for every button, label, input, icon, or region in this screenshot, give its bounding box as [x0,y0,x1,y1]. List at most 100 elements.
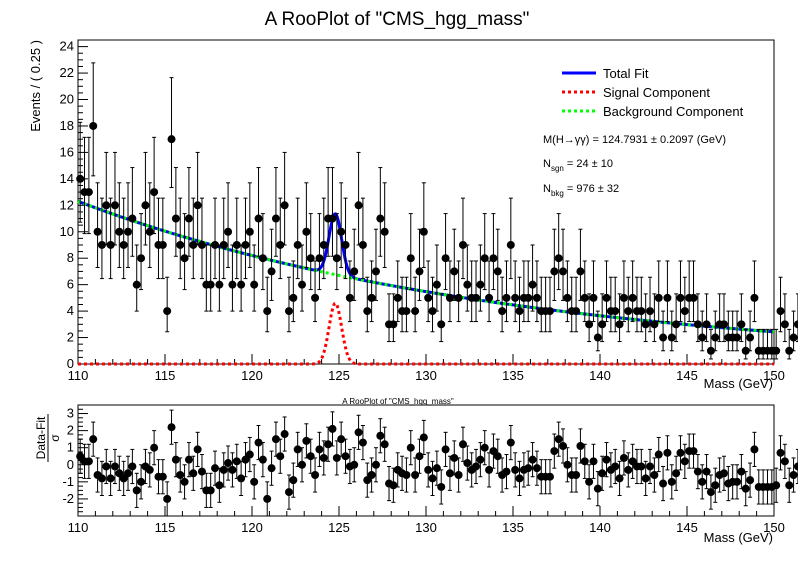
pull-point [532,464,541,473]
pull-point [371,460,380,469]
pull-point [311,471,320,480]
data-point [311,293,320,302]
x-tick-label: 150 [763,368,785,383]
pull-point [128,462,137,471]
data-point [624,307,633,316]
data-point [145,227,154,236]
pull-point [611,462,620,471]
pull-point [780,457,789,466]
data-point [432,280,441,289]
data-point [672,320,681,329]
pull-point [580,457,589,466]
pull-point [676,448,685,457]
y-tick-label: 22 [60,65,74,80]
data-point [124,227,133,236]
legend-label-background: Background Component [603,104,744,119]
main-y-axis-label: Events / ( 0.25 ) [28,40,43,132]
pull-point [354,428,363,437]
data-point [341,240,350,249]
pull-point [589,457,598,466]
data-point [137,254,146,263]
x-tick-label: 120 [241,368,263,383]
x-tick-label: 135 [502,520,524,535]
data-point [689,293,698,302]
pull-point [332,453,341,462]
data-point [167,135,176,144]
background-component-curve [77,199,775,334]
legend: Total Fit Signal Component Background Co… [562,66,744,119]
pull-point [367,471,376,480]
data-point [485,293,494,302]
data-point [776,307,785,316]
pull-point [324,440,333,449]
data-point [437,320,446,329]
data-point [367,293,376,302]
pull-point [746,476,755,485]
main-data-points [76,62,798,360]
data-point [576,267,585,276]
data-point [176,240,185,249]
data-point [472,293,481,302]
pull-point [454,471,463,480]
pull-point [184,455,193,464]
pull-point [528,455,537,464]
pull-point [659,479,668,488]
pull-point [750,445,759,454]
data-point [563,293,572,302]
pull-point [663,448,672,457]
data-point [419,227,428,236]
pull-point [585,477,594,486]
data-point [119,240,128,249]
pull-point [124,469,133,478]
y-tick-label: -2 [62,491,74,506]
data-point [650,320,659,329]
data-point [628,293,637,302]
data-point [363,307,372,316]
pull-point [271,435,280,444]
data-point [302,227,311,236]
main-axes: 110 115 120 125 130 135 140 145 1500246810121416… [60,39,785,383]
pull-point [219,465,228,474]
total-fit-curve [77,199,775,334]
pull-point [254,438,263,447]
data-point [506,240,515,249]
data-point [293,240,302,249]
data-point [498,307,507,316]
pull-point [228,465,237,474]
pull-point [680,457,689,466]
pull-point [493,452,502,461]
pull-point [163,494,172,503]
data-point [189,240,198,249]
pull-point [189,469,198,478]
data-point [637,307,646,316]
chart-title: A RooPlot of "CMS_hgg_mass" [265,9,530,30]
data-point [489,254,498,263]
pull-point [263,494,272,503]
pull-point [380,440,389,449]
data-point [737,320,746,329]
pull-point [667,477,676,486]
data-point [328,214,337,223]
data-point [550,267,559,276]
pull-point [511,465,520,474]
x-tick-label: 115 [155,520,176,535]
data-point [219,240,228,249]
annotation-nbkg: Nbkg = 976 ± 32 [543,183,619,198]
x-tick-label: 125 [328,368,350,383]
y-tick-label: 3 [67,406,74,421]
annotation-mass: M(H→γγ) = 124.7931 ± 0.2097 (GeV) [543,134,726,146]
data-point [780,320,789,329]
fit-annotations: M(H→γγ) = 124.7931 ± 0.2097 (GeV) Nsgn =… [543,134,726,198]
pull-point [672,469,681,478]
data-point [232,240,241,249]
pull-point [698,477,707,486]
pull-point [158,472,167,481]
pull-point [624,465,633,474]
pull-point [267,464,276,473]
pull-point [289,476,298,485]
data-point [128,214,137,223]
pull-point [319,453,328,462]
y-tick-label: -1 [62,474,74,489]
y-tick-label: 1 [67,440,74,455]
